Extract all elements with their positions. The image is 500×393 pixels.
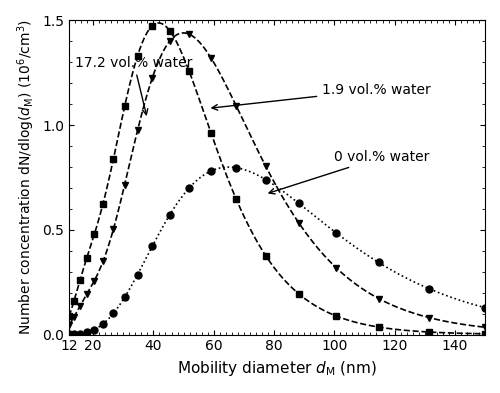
Text: 17.2 vol.% water: 17.2 vol.% water [75,55,192,115]
Text: 1.9 vol.% water: 1.9 vol.% water [212,83,431,110]
Y-axis label: Number concentration dN/dlog($d_\mathrm{M}$) (10$^6$/cm$^3$): Number concentration dN/dlog($d_\mathrm{… [15,20,36,336]
Text: 0 vol.% water: 0 vol.% water [269,150,430,194]
X-axis label: Mobility diameter $d_\mathrm{M}$ (nm): Mobility diameter $d_\mathrm{M}$ (nm) [177,359,377,378]
